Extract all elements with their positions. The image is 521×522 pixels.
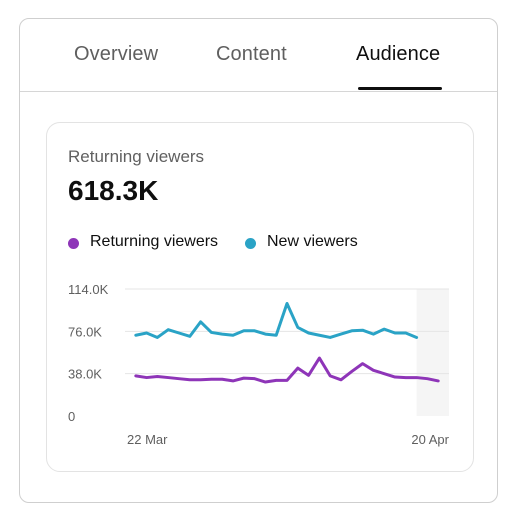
legend-dot-returning <box>68 238 79 249</box>
tab-overview[interactable]: Overview <box>74 43 159 65</box>
x-tick-label: 22 Mar <box>127 432 168 447</box>
line-chart[interactable]: 0 38.0K 76.0K 114.0K 22 Mar 20 Apr <box>47 123 475 473</box>
analytics-card: Overview Content Audience Returning view… <box>19 18 498 503</box>
tab-content[interactable]: Content <box>216 43 287 65</box>
highlighted-period <box>416 289 449 416</box>
tab-bar: Overview Content Audience <box>20 19 497 92</box>
legend-label-new: New viewers <box>267 233 358 250</box>
active-tab-indicator <box>358 87 442 90</box>
legend-dot-new <box>245 238 256 249</box>
tab-audience[interactable]: Audience <box>356 43 441 65</box>
series-line-new-viewers[interactable] <box>134 301 419 339</box>
y-tick-label: 76.0K <box>68 324 102 339</box>
series-line-returning-viewers[interactable] <box>134 356 440 384</box>
y-tick-label: 38.0K <box>68 367 102 382</box>
metric-label: Returning viewers <box>68 147 205 166</box>
x-tick-label: 20 Apr <box>411 432 449 447</box>
metric-value: 618.3K <box>68 175 159 206</box>
y-tick-label: 0 <box>68 409 75 424</box>
returning-viewers-card: Returning viewers 618.3K Returning viewe… <box>46 122 474 472</box>
y-tick-label: 114.0K <box>68 282 109 297</box>
legend-label-returning: Returning viewers <box>90 233 219 250</box>
